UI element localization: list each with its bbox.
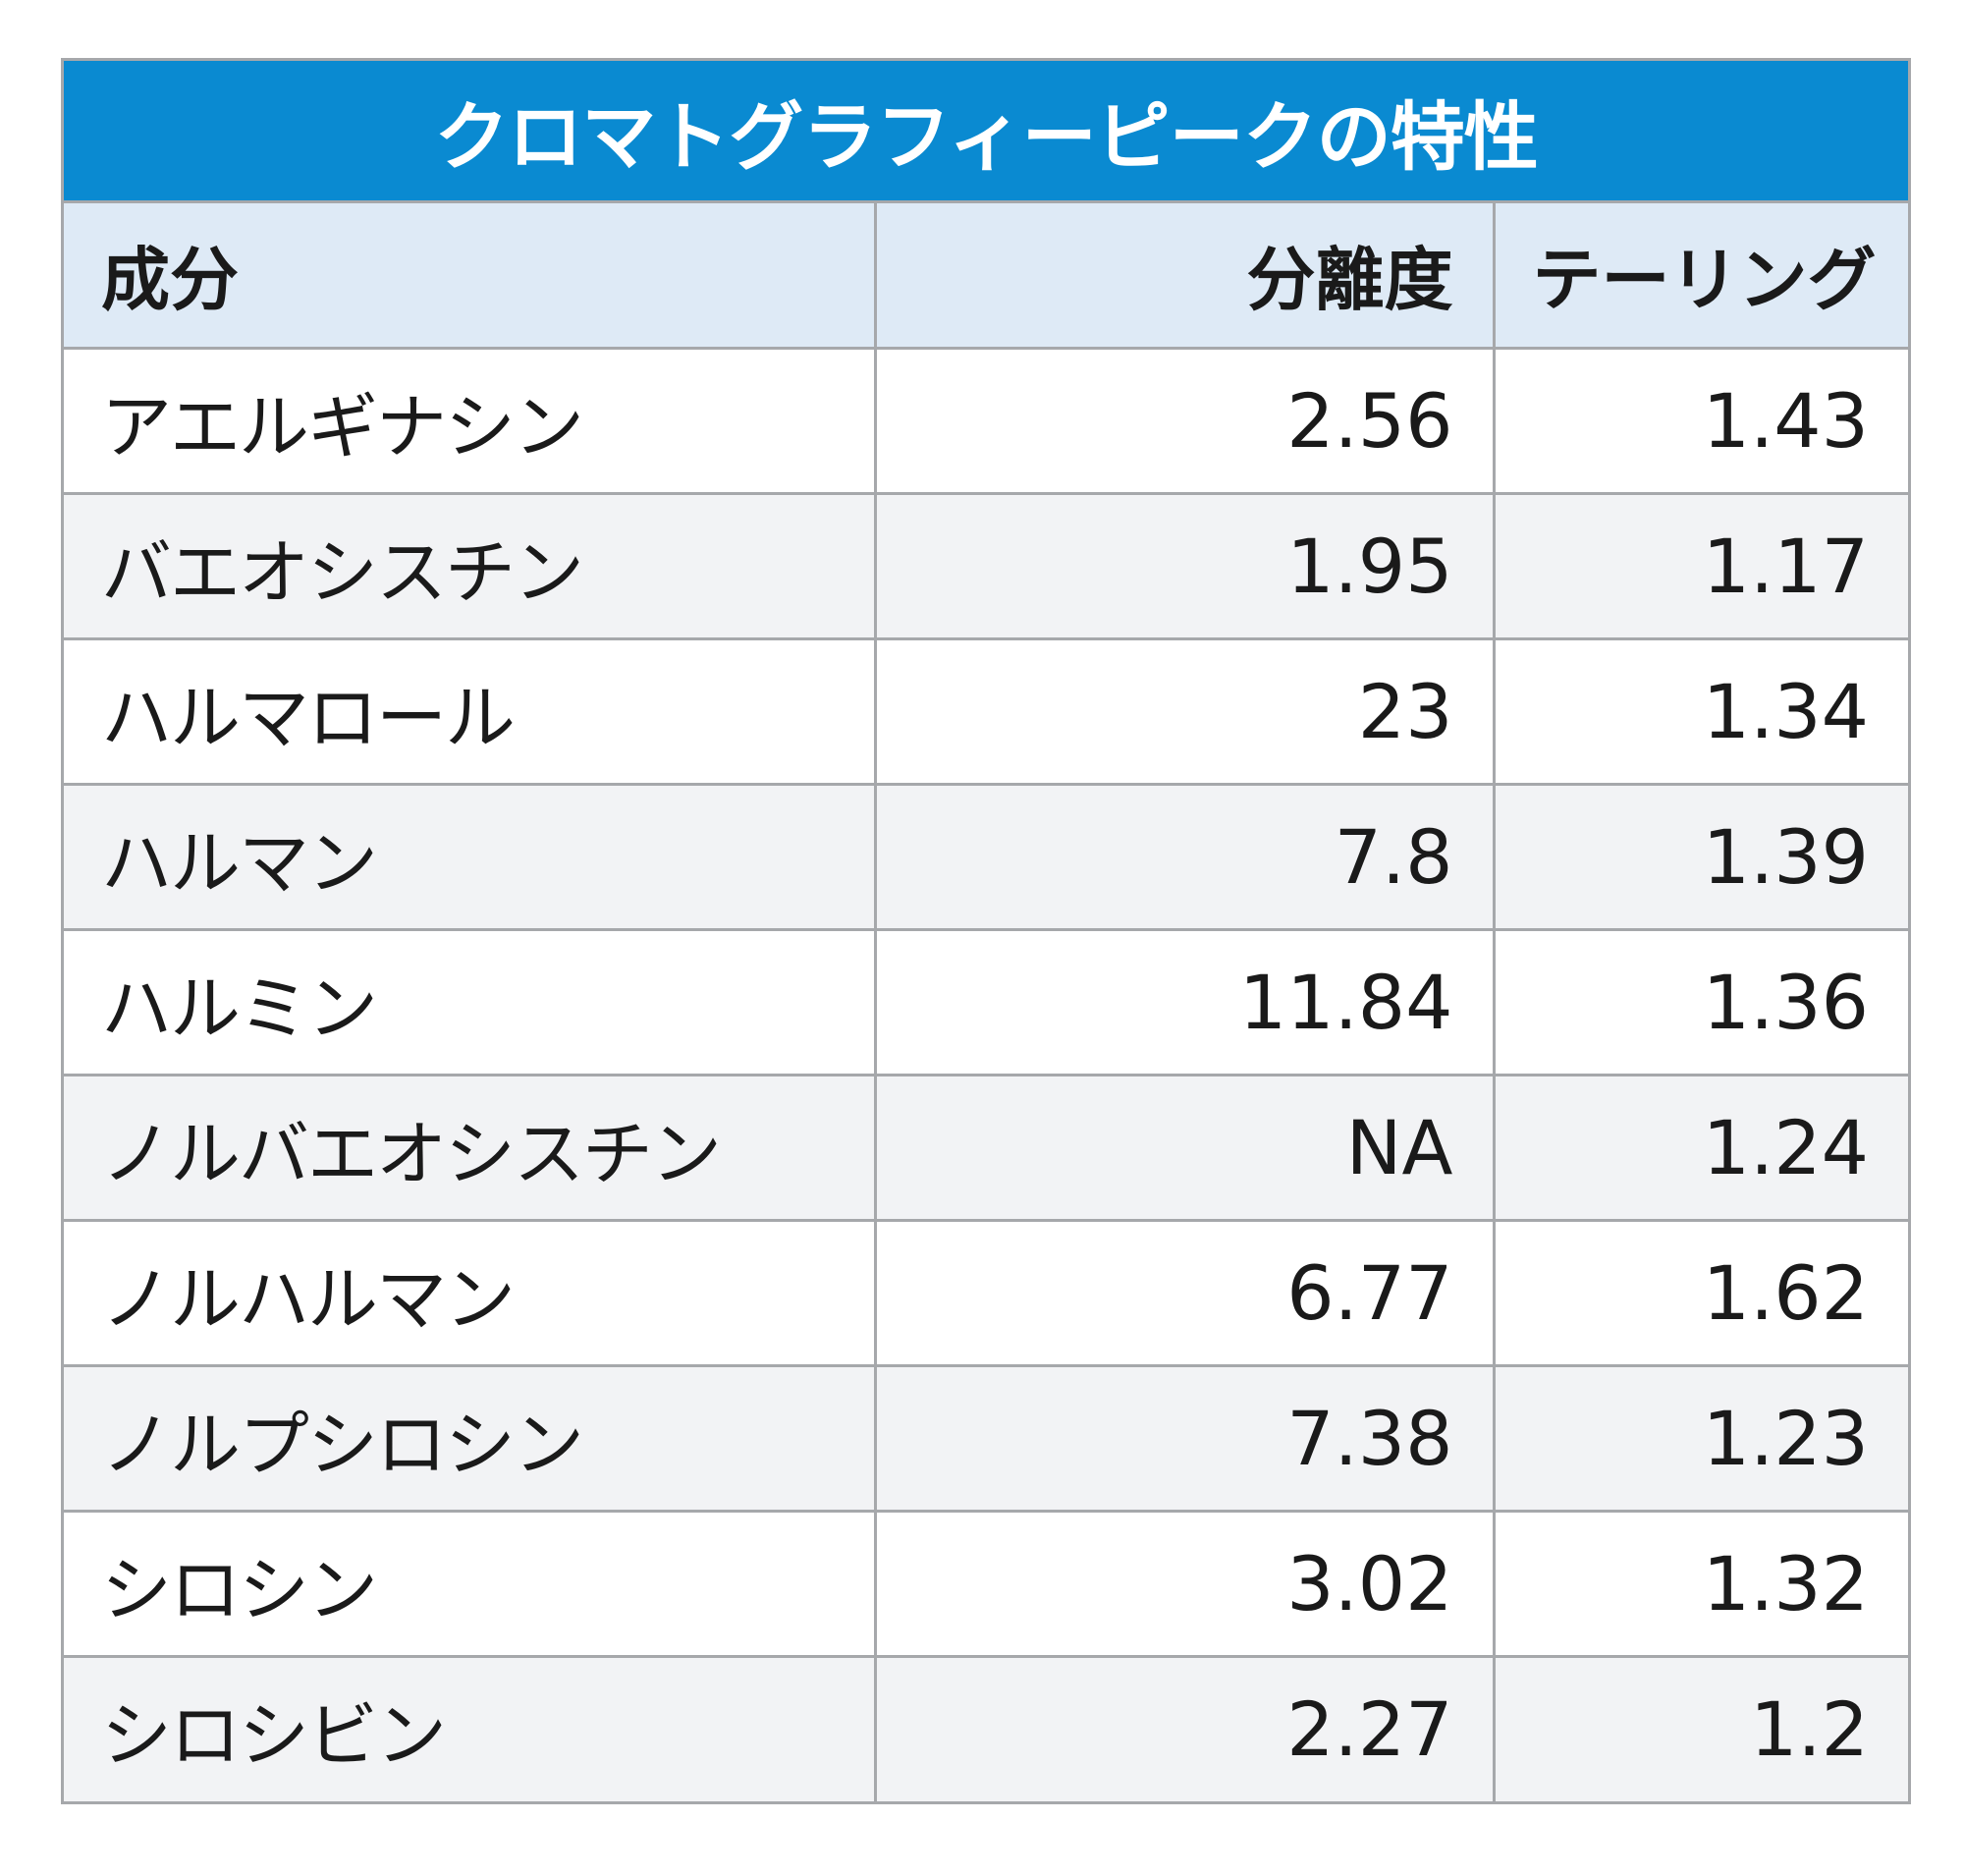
tailing-cell: 1.36 <box>1492 927 1908 1076</box>
resolution-cell: 1.95 <box>873 491 1496 640</box>
resolution-cell: NA <box>873 1073 1496 1222</box>
component-cell: シロシン <box>64 1509 877 1658</box>
component-cell: ノルハルマン <box>64 1218 877 1367</box>
component-cell: ハルマロール <box>64 636 877 786</box>
column-header-resolution: 分離度 <box>873 203 1496 350</box>
component-cell: ハルミン <box>64 927 877 1076</box>
tailing-cell: 1.34 <box>1492 636 1908 786</box>
table-row: ハルミン 11.84 1.36 <box>64 927 1908 1076</box>
table-row: ノルプシロシン 7.38 1.23 <box>64 1363 1908 1513</box>
tailing-cell: 1.43 <box>1492 346 1908 495</box>
tailing-cell: 1.17 <box>1492 491 1908 640</box>
table-row: ハルマン 7.8 1.39 <box>64 782 1908 931</box>
table-row: ノルハルマン 6.77 1.62 <box>64 1218 1908 1367</box>
table-row: ハルマロール 23 1.34 <box>64 636 1908 786</box>
component-cell: アエルギナシン <box>64 346 877 495</box>
tailing-cell: 1.32 <box>1492 1509 1908 1658</box>
tailing-cell: 1.62 <box>1492 1218 1908 1367</box>
component-cell: ノルプシロシン <box>64 1363 877 1513</box>
table-title: クロマトグラフィーピークの特性 <box>64 61 1908 203</box>
table-row: アエルギナシン 2.56 1.43 <box>64 346 1908 495</box>
column-header-component: 成分 <box>64 203 877 350</box>
resolution-cell: 6.77 <box>873 1218 1496 1367</box>
resolution-cell: 11.84 <box>873 927 1496 1076</box>
column-header-tailing: テーリング <box>1492 203 1908 350</box>
tailing-cell: 1.2 <box>1492 1654 1908 1801</box>
resolution-cell: 23 <box>873 636 1496 786</box>
tailing-cell: 1.39 <box>1492 782 1908 931</box>
component-cell: ノルバエオシスチン <box>64 1073 877 1222</box>
data-table: 成分 分離度 テーリング アエルギナシン 2.56 1.43 バエオシスチン 1… <box>64 203 1908 1801</box>
component-cell: ハルマン <box>64 782 877 931</box>
chromatography-table: クロマトグラフィーピークの特性 成分 分離度 テーリング アエルギナシン 2.5… <box>61 58 1911 1804</box>
resolution-cell: 7.38 <box>873 1363 1496 1513</box>
component-cell: バエオシスチン <box>64 491 877 640</box>
table-row: ノルバエオシスチン NA 1.24 <box>64 1073 1908 1222</box>
resolution-cell: 2.27 <box>873 1654 1496 1801</box>
tailing-cell: 1.24 <box>1492 1073 1908 1222</box>
resolution-cell: 7.8 <box>873 782 1496 931</box>
table-row: シロシビン 2.27 1.2 <box>64 1654 1908 1801</box>
table-row: シロシン 3.02 1.32 <box>64 1509 1908 1658</box>
tailing-cell: 1.23 <box>1492 1363 1908 1513</box>
resolution-cell: 2.56 <box>873 346 1496 495</box>
resolution-cell: 3.02 <box>873 1509 1496 1658</box>
column-header-row: 成分 分離度 テーリング <box>64 203 1908 350</box>
component-cell: シロシビン <box>64 1654 877 1801</box>
table-row: バエオシスチン 1.95 1.17 <box>64 491 1908 640</box>
